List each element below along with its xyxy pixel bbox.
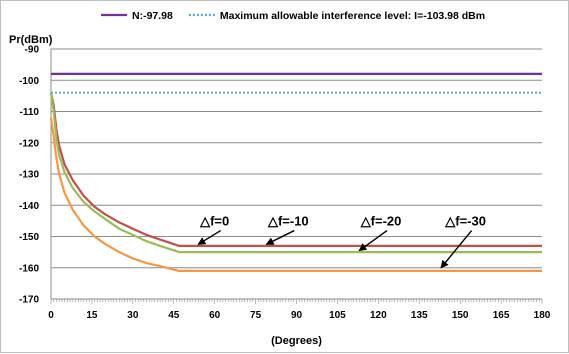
series-line-3 xyxy=(49,92,542,247)
x-tick-label: 120 xyxy=(370,310,387,321)
x-tick-label: 180 xyxy=(534,310,551,321)
x-tick-label: 105 xyxy=(329,310,346,321)
x-tick-label: 90 xyxy=(291,310,303,321)
annotation-label: △f=-20 xyxy=(360,214,402,229)
x-tick-label: 0 xyxy=(48,310,54,321)
y-axis-title: Pr(dBm) xyxy=(9,34,53,46)
x-tick-label: 135 xyxy=(411,310,428,321)
x-tick-label: 45 xyxy=(168,310,180,321)
y-tick-label: -110 xyxy=(20,107,40,118)
x-tick-label: 60 xyxy=(209,310,221,321)
y-tick-label: -100 xyxy=(19,76,39,87)
x-tick-label: 150 xyxy=(452,310,469,321)
series-line-4 xyxy=(49,92,542,254)
y-tick-label: -170 xyxy=(19,295,39,306)
y-tick-label: -90 xyxy=(25,45,40,56)
y-tick-label: -140 xyxy=(19,201,39,212)
annotation-arrow xyxy=(440,230,473,269)
x-tick-label: 30 xyxy=(127,310,139,321)
legend-label-1: N:-97.98 xyxy=(132,10,173,22)
series-line-5 xyxy=(49,117,542,272)
annotation-arrow xyxy=(358,229,388,252)
annotation-label: △f=0 xyxy=(199,214,229,229)
annotation-arrow xyxy=(197,229,222,245)
annotation-label: △f=-10 xyxy=(267,214,309,229)
y-tick-label: -130 xyxy=(19,170,39,181)
x-tick-label: 75 xyxy=(250,310,262,321)
y-tick-label: -160 xyxy=(19,263,39,274)
x-axis-title: (Degrees) xyxy=(271,335,322,347)
y-tick-label: -150 xyxy=(19,232,39,243)
legend-label-2: Maximum allowable interference level: I=… xyxy=(220,10,485,22)
annotation-label: △f=-30 xyxy=(444,214,486,229)
x-tick-label: 165 xyxy=(493,310,510,321)
annotation-arrow xyxy=(265,229,295,245)
x-tick-label: 15 xyxy=(86,310,98,321)
y-tick-label: -120 xyxy=(19,138,39,149)
